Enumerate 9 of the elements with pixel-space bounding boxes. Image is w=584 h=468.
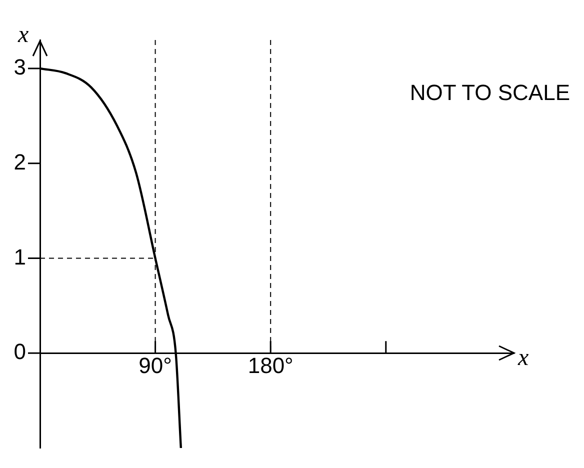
x-axis-title: x bbox=[518, 345, 529, 372]
annotation: NOT TO SCALE bbox=[410, 80, 570, 106]
y-tick-label: 0 bbox=[14, 339, 26, 364]
y-axis-title: x bbox=[18, 22, 29, 49]
y-tick-label: 3 bbox=[14, 54, 26, 80]
y-tick-label: 1 bbox=[14, 244, 26, 270]
x-tick-label: 90° bbox=[138, 353, 172, 378]
x-tick-label: 180° bbox=[248, 353, 294, 378]
y-tick-label: 2 bbox=[14, 149, 26, 174]
